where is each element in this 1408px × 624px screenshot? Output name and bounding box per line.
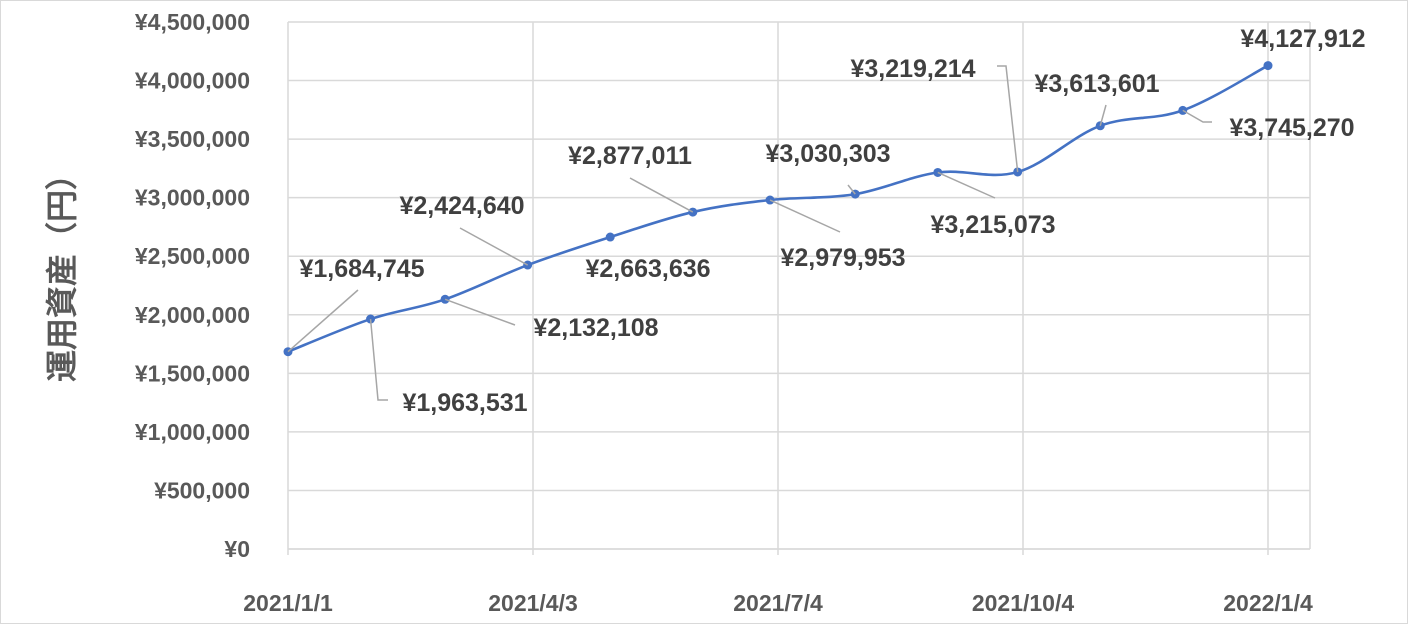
- x-tick-label: 2021/10/4: [972, 590, 1075, 616]
- data-label: ¥3,215,073: [930, 211, 1055, 239]
- x-tick-label: 2021/7/4: [733, 590, 823, 616]
- y-tick-label: ¥4,000,000: [135, 68, 250, 94]
- data-label: ¥2,979,953: [780, 244, 905, 272]
- x-tick-label: 2022/1/4: [1223, 590, 1313, 616]
- leader-line: [287, 289, 359, 353]
- data-point[interactable]: [605, 232, 615, 242]
- x-tick-label: 2021/4/3: [488, 590, 578, 616]
- data-label-leader-lines: [287, 65, 1212, 401]
- leader-line: [769, 199, 841, 233]
- y-tick-label: ¥2,500,000: [135, 243, 250, 269]
- y-tick-label: ¥1,000,000: [135, 419, 250, 445]
- data-label: ¥3,613,601: [1034, 70, 1159, 98]
- leader-line: [1099, 104, 1107, 127]
- leader-line: [937, 171, 996, 199]
- leader-line: [459, 227, 529, 266]
- y-axis-tick-labels: ¥0 ¥500,000 ¥1,000,000 ¥1,500,000 ¥2,000,000…: [135, 9, 250, 562]
- leader-line: [997, 65, 1019, 173]
- data-label: ¥2,663,636: [585, 255, 710, 283]
- data-label: ¥2,424,640: [399, 192, 524, 220]
- x-axis-tick-labels: 2021/1/1 2021/4/3 2021/7/4 2021/10/4 2022/1/…: [243, 590, 1313, 616]
- data-label: ¥2,877,011: [568, 142, 692, 170]
- y-tick-label: ¥3,000,000: [135, 185, 250, 211]
- data-labels: ¥1,684,745 ¥1,963,531 ¥2,132,108 ¥2,424,640…: [299, 25, 1365, 417]
- data-point[interactable]: [1263, 61, 1273, 71]
- y-tick-label: ¥3,500,000: [135, 126, 250, 152]
- y-tick-label: ¥0: [224, 536, 250, 562]
- y-tick-label: ¥500,000: [154, 477, 250, 503]
- data-label: ¥4,127,912: [1240, 25, 1365, 53]
- data-label: ¥3,030,303: [765, 140, 890, 168]
- leader-line: [369, 318, 388, 401]
- y-axis-title: 運用資産（円）: [43, 158, 81, 382]
- leader-line: [629, 177, 694, 213]
- data-label: ¥2,132,108: [533, 314, 658, 342]
- data-label: ¥3,745,270: [1229, 114, 1354, 142]
- leader-line: [1182, 109, 1212, 123]
- y-tick-label: ¥2,000,000: [135, 302, 250, 328]
- x-tick-label: 2021/1/1: [243, 590, 333, 616]
- data-label: ¥3,219,214: [850, 55, 975, 83]
- y-tick-label: ¥4,500,000: [135, 9, 250, 35]
- data-label: ¥1,684,745: [299, 255, 424, 283]
- leader-line: [444, 298, 516, 326]
- data-label: ¥1,963,531: [402, 389, 527, 417]
- leader-line: [847, 184, 856, 195]
- y-tick-label: ¥1,500,000: [135, 360, 250, 386]
- gridlines: [287, 21, 1311, 555]
